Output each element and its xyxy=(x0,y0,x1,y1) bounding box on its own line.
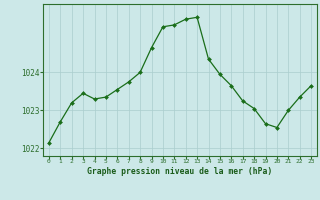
X-axis label: Graphe pression niveau de la mer (hPa): Graphe pression niveau de la mer (hPa) xyxy=(87,167,273,176)
